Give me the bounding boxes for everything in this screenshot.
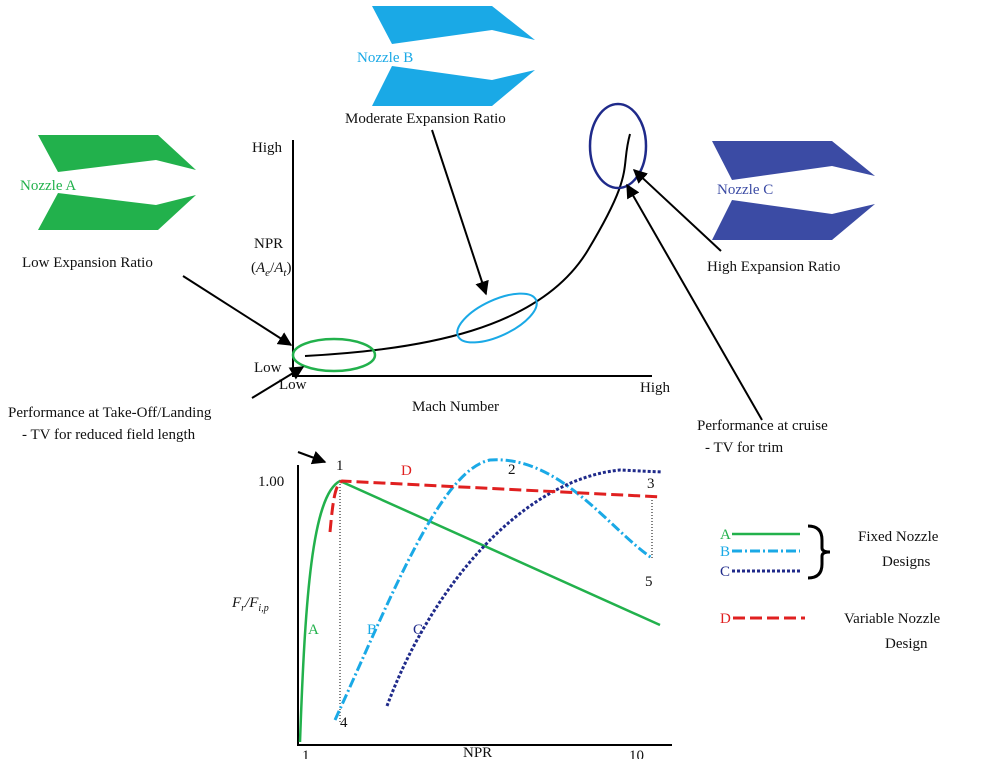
label-text: t [283, 267, 287, 279]
x-label: Mach Number [412, 399, 499, 415]
arrow [632, 169, 722, 252]
nozzle-half [372, 6, 535, 44]
y-low: Low [254, 360, 282, 376]
legend-text: Design [885, 636, 928, 652]
curve-c [385, 468, 663, 707]
nozzle-half [38, 193, 196, 230]
legend-key: C [720, 564, 730, 580]
label-text: A [255, 260, 266, 276]
nozzle-label: Nozzle C [717, 182, 773, 198]
curve-label: C [413, 622, 423, 638]
brace [807, 524, 831, 580]
npr-curve [304, 133, 631, 357]
x-low: Low [279, 377, 307, 393]
curve-d [328, 479, 663, 533]
nozzle-description: High Expansion Ratio [707, 259, 840, 275]
nozzle-half [372, 66, 535, 106]
curve-label: A [308, 622, 319, 638]
annotation: Performance at cruise [697, 418, 828, 434]
y-label: (Ae/At) [251, 260, 291, 279]
nozzle-a-shape [38, 135, 196, 230]
curve-label: B [367, 622, 377, 638]
mid-region [456, 292, 538, 344]
arrow [626, 183, 763, 421]
annotation: Performance at Take-Off/Landing [8, 405, 212, 421]
nozzle-half [38, 135, 196, 172]
x-tick-label: 1 [302, 748, 310, 759]
y-label: Fr/Fi,p [231, 595, 269, 614]
annotation: - TV for trim [705, 440, 784, 456]
label-text: /F [244, 595, 259, 611]
legend-key: D [720, 611, 731, 627]
point-label: 2 [508, 462, 516, 478]
nozzle-description: Moderate Expansion Ratio [345, 111, 506, 127]
nozzle-label: Nozzle A [20, 178, 76, 194]
x-high: High [640, 380, 671, 396]
point-label: 3 [647, 476, 655, 492]
arrow [182, 275, 293, 346]
annotation: - TV for reduced field length [22, 427, 196, 443]
legend-key: A [720, 527, 731, 543]
legend-text: Variable Nozzle [844, 611, 941, 627]
label-text: e [265, 267, 270, 279]
nozzle-description: Low Expansion Ratio [22, 255, 153, 271]
point-label: 5 [645, 574, 653, 590]
arrow [431, 129, 489, 296]
y-high: High [252, 140, 283, 156]
cruise-region [588, 102, 648, 190]
curve-a [298, 479, 661, 743]
point-label: 1 [336, 458, 344, 474]
curve-label: D [401, 463, 412, 479]
label-text: A [273, 260, 284, 276]
legend-key: B [720, 544, 730, 560]
arrow [251, 366, 305, 399]
nozzle-c-shape [712, 141, 875, 240]
label-text: NPR [254, 236, 283, 252]
label-text: F [231, 595, 242, 611]
point-label: 4 [340, 715, 348, 731]
label-text: ) [286, 260, 291, 276]
label-text: i,p [258, 603, 268, 614]
label-text: ( [251, 260, 256, 276]
y-tick-label: 1.00 [258, 474, 284, 490]
axes [297, 465, 672, 746]
x-label: NPR [463, 745, 492, 759]
nozzle-half [712, 141, 875, 180]
label-text: / [270, 260, 275, 276]
curve-b [333, 458, 653, 721]
nozzle-b-shape [372, 6, 535, 106]
takeoff-region [291, 337, 377, 373]
label-text: r [241, 603, 245, 614]
legend-text: Fixed Nozzle [858, 529, 939, 545]
nozzle-label: Nozzle B [357, 50, 413, 66]
nozzle-half [712, 200, 875, 240]
arrow [297, 451, 327, 465]
legend-text: Designs [882, 554, 930, 570]
x-tick-label: 10 [629, 748, 644, 759]
y-label: NPR [254, 236, 283, 252]
